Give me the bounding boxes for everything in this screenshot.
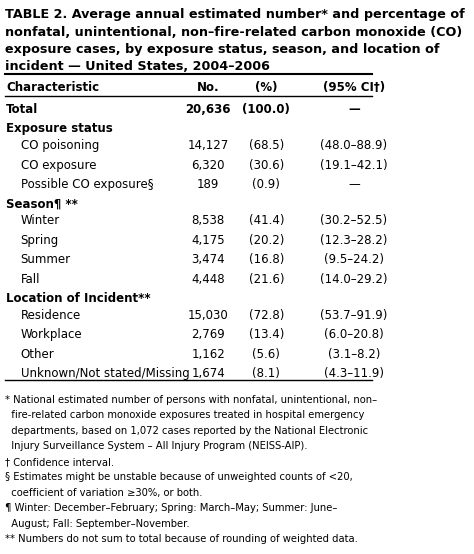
Text: 8,538: 8,538: [191, 214, 225, 227]
Text: exposure cases, by exposure status, season, and location of: exposure cases, by exposure status, seas…: [5, 43, 439, 56]
Text: TABLE 2. Average annual estimated number* and percentage of: TABLE 2. Average annual estimated number…: [5, 8, 465, 21]
Text: 3,474: 3,474: [191, 253, 225, 266]
Text: Location of Incident**: Location of Incident**: [6, 292, 151, 305]
Text: Other: Other: [21, 348, 55, 361]
Text: ¶ Winter: December–February; Spring: March–May; Summer: June–: ¶ Winter: December–February; Spring: Mar…: [5, 503, 337, 513]
Text: fire-related carbon monoxide exposures treated in hospital emergency: fire-related carbon monoxide exposures t…: [5, 410, 364, 420]
Text: Residence: Residence: [21, 309, 81, 322]
Text: Unknown/Not stated/Missing: Unknown/Not stated/Missing: [21, 367, 190, 380]
Text: 2,769: 2,769: [191, 328, 225, 341]
Text: 4,448: 4,448: [191, 273, 225, 286]
Text: (19.1–42.1): (19.1–42.1): [320, 158, 388, 172]
Text: Total: Total: [6, 103, 38, 116]
Text: (53.7–91.9): (53.7–91.9): [320, 309, 388, 322]
Text: (95% CI†): (95% CI†): [323, 81, 385, 94]
Text: (100.0): (100.0): [243, 103, 291, 116]
Text: (13.4): (13.4): [249, 328, 284, 341]
Text: Season¶ **: Season¶ **: [6, 198, 78, 211]
Text: Winter: Winter: [21, 214, 60, 227]
Text: (30.2–52.5): (30.2–52.5): [320, 214, 387, 227]
Text: (14.0–29.2): (14.0–29.2): [320, 273, 388, 286]
Text: 14,127: 14,127: [188, 139, 229, 152]
Text: (30.6): (30.6): [249, 158, 284, 172]
Text: (20.2): (20.2): [249, 234, 284, 247]
Text: † Confidence interval.: † Confidence interval.: [5, 456, 114, 466]
Text: (21.6): (21.6): [249, 273, 284, 286]
Text: (41.4): (41.4): [249, 214, 284, 227]
Text: Fall: Fall: [21, 273, 40, 286]
Text: (%): (%): [255, 81, 278, 94]
Text: (48.0–88.9): (48.0–88.9): [320, 139, 387, 152]
Text: * National estimated number of persons with nonfatal, unintentional, non–: * National estimated number of persons w…: [5, 394, 377, 405]
Text: Characteristic: Characteristic: [6, 81, 100, 94]
Text: Exposure status: Exposure status: [6, 122, 113, 136]
Text: 1,674: 1,674: [191, 367, 225, 380]
Text: departments, based on 1,072 cases reported by the National Electronic: departments, based on 1,072 cases report…: [5, 425, 368, 436]
Text: (68.5): (68.5): [249, 139, 284, 152]
Text: § Estimates might be unstable because of unweighted counts of <20,: § Estimates might be unstable because of…: [5, 472, 353, 482]
Text: 189: 189: [197, 178, 219, 191]
Text: No.: No.: [197, 81, 219, 94]
Text: (72.8): (72.8): [249, 309, 284, 322]
Text: (3.1–8.2): (3.1–8.2): [328, 348, 380, 361]
Text: 6,320: 6,320: [191, 158, 225, 172]
Text: 4,175: 4,175: [191, 234, 225, 247]
Text: —: —: [348, 178, 360, 191]
Text: (4.3–11.9): (4.3–11.9): [324, 367, 384, 380]
Text: 15,030: 15,030: [188, 309, 229, 322]
Text: 20,636: 20,636: [186, 103, 231, 116]
Text: August; Fall: September–November.: August; Fall: September–November.: [5, 519, 190, 529]
Text: (0.9): (0.9): [253, 178, 280, 191]
Text: Summer: Summer: [21, 253, 71, 266]
Text: Workplace: Workplace: [21, 328, 82, 341]
Text: nonfatal, unintentional, non–fire-related carbon monoxide (CO): nonfatal, unintentional, non–fire-relate…: [5, 25, 462, 38]
Text: (9.5–24.2): (9.5–24.2): [324, 253, 384, 266]
Text: 1,162: 1,162: [191, 348, 225, 361]
Text: (12.3–28.2): (12.3–28.2): [320, 234, 388, 247]
Text: (5.6): (5.6): [253, 348, 280, 361]
Text: coefficient of variation ≥30%, or both.: coefficient of variation ≥30%, or both.: [5, 488, 202, 497]
Text: incident — United States, 2004–2006: incident — United States, 2004–2006: [5, 60, 270, 74]
Text: (16.8): (16.8): [249, 253, 284, 266]
Text: (8.1): (8.1): [253, 367, 280, 380]
Text: Injury Surveillance System – All Injury Program (NEISS-AIP).: Injury Surveillance System – All Injury …: [5, 441, 307, 451]
Text: CO exposure: CO exposure: [21, 158, 96, 172]
Text: Spring: Spring: [21, 234, 59, 247]
Text: ** Numbers do not sum to total because of rounding of weighted data.: ** Numbers do not sum to total because o…: [5, 534, 358, 544]
Text: (6.0–20.8): (6.0–20.8): [324, 328, 384, 341]
Text: —: —: [348, 103, 360, 116]
Text: CO poisoning: CO poisoning: [21, 139, 99, 152]
Text: Possible CO exposure§: Possible CO exposure§: [21, 178, 153, 191]
